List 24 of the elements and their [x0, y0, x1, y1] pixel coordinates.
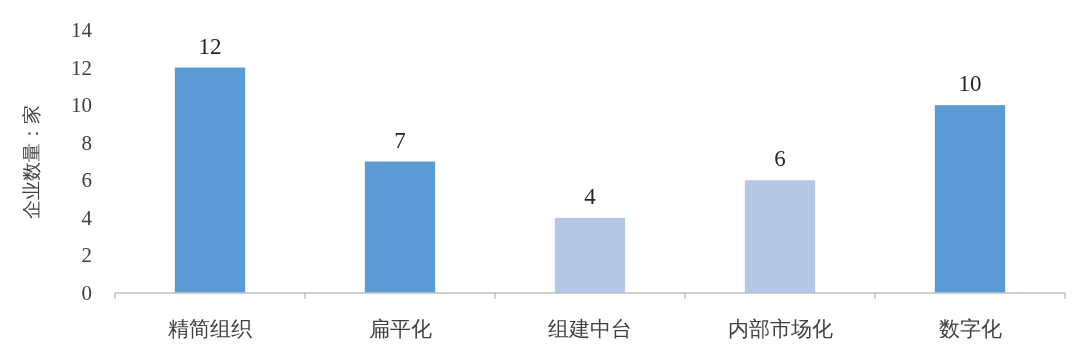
x-tick-label: 组建中台: [548, 317, 632, 341]
data-label: 7: [394, 127, 406, 153]
bar: [174, 67, 246, 293]
data-label: 12: [198, 33, 222, 59]
y-tick-label: 8: [81, 130, 92, 155]
y-tick-label: 4: [81, 205, 93, 230]
y-tick-label: 0: [81, 281, 92, 305]
x-tick-label: 扁平化: [368, 317, 432, 341]
bar: [554, 217, 626, 293]
y-tick-label: 12: [71, 55, 92, 80]
data-label: 6: [774, 146, 786, 172]
x-tick-label: 精简组织: [168, 317, 252, 341]
data-label: 10: [958, 71, 982, 97]
y-tick-label: 2: [81, 243, 92, 268]
bar: [934, 105, 1006, 293]
y-tick-label: 14: [71, 18, 93, 42]
x-tick-label: 内部市场化: [727, 317, 833, 341]
data-label: 4: [584, 183, 597, 209]
y-axis-title: 企业数量：家: [21, 104, 42, 219]
bar: [744, 180, 816, 293]
x-tick-label: 数字化: [938, 317, 1002, 341]
y-tick-label: 6: [81, 168, 92, 193]
bar: [364, 161, 436, 293]
y-tick-label: 10: [71, 93, 92, 118]
